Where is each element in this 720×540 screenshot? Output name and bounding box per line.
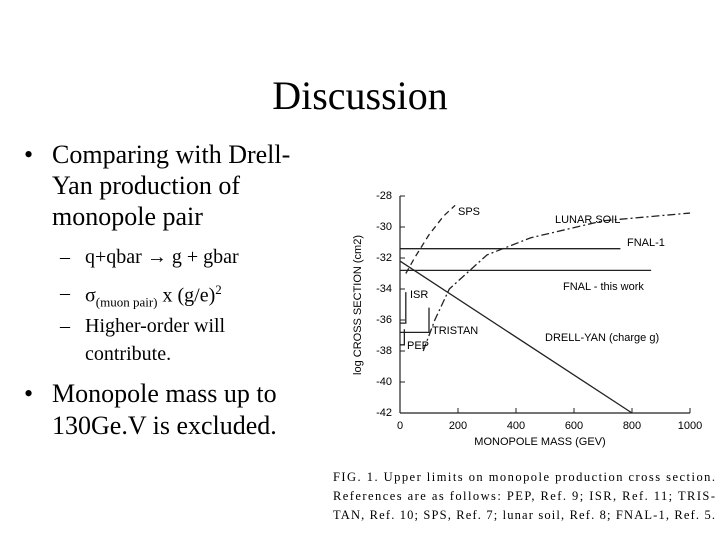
y-tick-label: -28 bbox=[376, 190, 392, 202]
series-label: LUNAR SOIL bbox=[555, 214, 620, 226]
bullet-line: monopole pair bbox=[52, 202, 203, 231]
caption-line: References are as follows: PEP, Ref. 9; … bbox=[333, 489, 715, 503]
subscript: (muon pair) bbox=[95, 294, 158, 310]
series-label: ISR bbox=[410, 289, 428, 301]
y-axis-label: log CROSS SECTION (cm2) bbox=[352, 235, 364, 375]
text: x (g/e) bbox=[157, 284, 216, 307]
bullet-line: 130Ge.V is excluded. bbox=[52, 411, 277, 440]
y-tick-label: -30 bbox=[376, 221, 392, 233]
sub-dash: – bbox=[60, 282, 70, 304]
x-tick-label: 600 bbox=[565, 420, 583, 432]
series-line bbox=[400, 292, 407, 324]
series-line bbox=[405, 204, 456, 274]
series-line bbox=[422, 212, 691, 352]
sub-bullet: contribute. bbox=[85, 343, 172, 365]
x-tick-label: 400 bbox=[507, 420, 525, 432]
x-tick-label: 800 bbox=[623, 420, 641, 432]
bullet-dot: • bbox=[24, 140, 34, 169]
y-tick-label: -40 bbox=[376, 376, 392, 388]
y-tick-label: -36 bbox=[376, 314, 392, 326]
caption-line: TAN, Ref. 10; SPS, Ref. 7; lunar soil, R… bbox=[333, 508, 715, 522]
sub-dash: – bbox=[60, 246, 70, 268]
sub-bullet: q+qbar → g + gbar bbox=[85, 246, 239, 268]
superscript: 2 bbox=[215, 282, 222, 297]
y-tick-label: -38 bbox=[376, 345, 392, 357]
bullet-dot: • bbox=[24, 379, 34, 408]
y-tick-label: -34 bbox=[376, 283, 392, 295]
x-tick-label: 1000 bbox=[678, 420, 702, 432]
y-tick-label: -32 bbox=[376, 252, 392, 264]
bullet-line: Yan production of bbox=[52, 171, 241, 200]
sub-bullet: σ(muon pair) x (g/e)2 bbox=[85, 282, 222, 311]
sub-dash: – bbox=[60, 315, 70, 337]
x-axis-label: MONOPOLE MASS (GEV) bbox=[474, 436, 605, 448]
bullet-line: Monopole mass up to bbox=[52, 379, 277, 408]
series-label: DRELL-YAN (charge g) bbox=[545, 332, 659, 344]
series-label: SPS bbox=[458, 206, 480, 218]
series-line bbox=[399, 260, 633, 414]
x-tick-label: 200 bbox=[449, 420, 467, 432]
bullet-line: Comparing with Drell- bbox=[52, 140, 291, 169]
symbol: σ bbox=[85, 284, 96, 307]
series-label: FNAL-1 bbox=[627, 237, 665, 249]
series-line bbox=[400, 307, 430, 334]
sub-bullet: Higher-order will bbox=[85, 315, 226, 337]
x-tick-label: 0 bbox=[397, 420, 403, 432]
series-label: PEP bbox=[407, 340, 429, 352]
series-label: FNAL - this work bbox=[563, 281, 644, 293]
series-line bbox=[400, 329, 405, 346]
caption-line: FIG. 1. Upper limits on monopole product… bbox=[333, 470, 715, 484]
slide-title: Discussion bbox=[272, 73, 448, 118]
y-tick-label: -42 bbox=[376, 407, 392, 419]
series-label: TRISTAN bbox=[432, 325, 478, 337]
